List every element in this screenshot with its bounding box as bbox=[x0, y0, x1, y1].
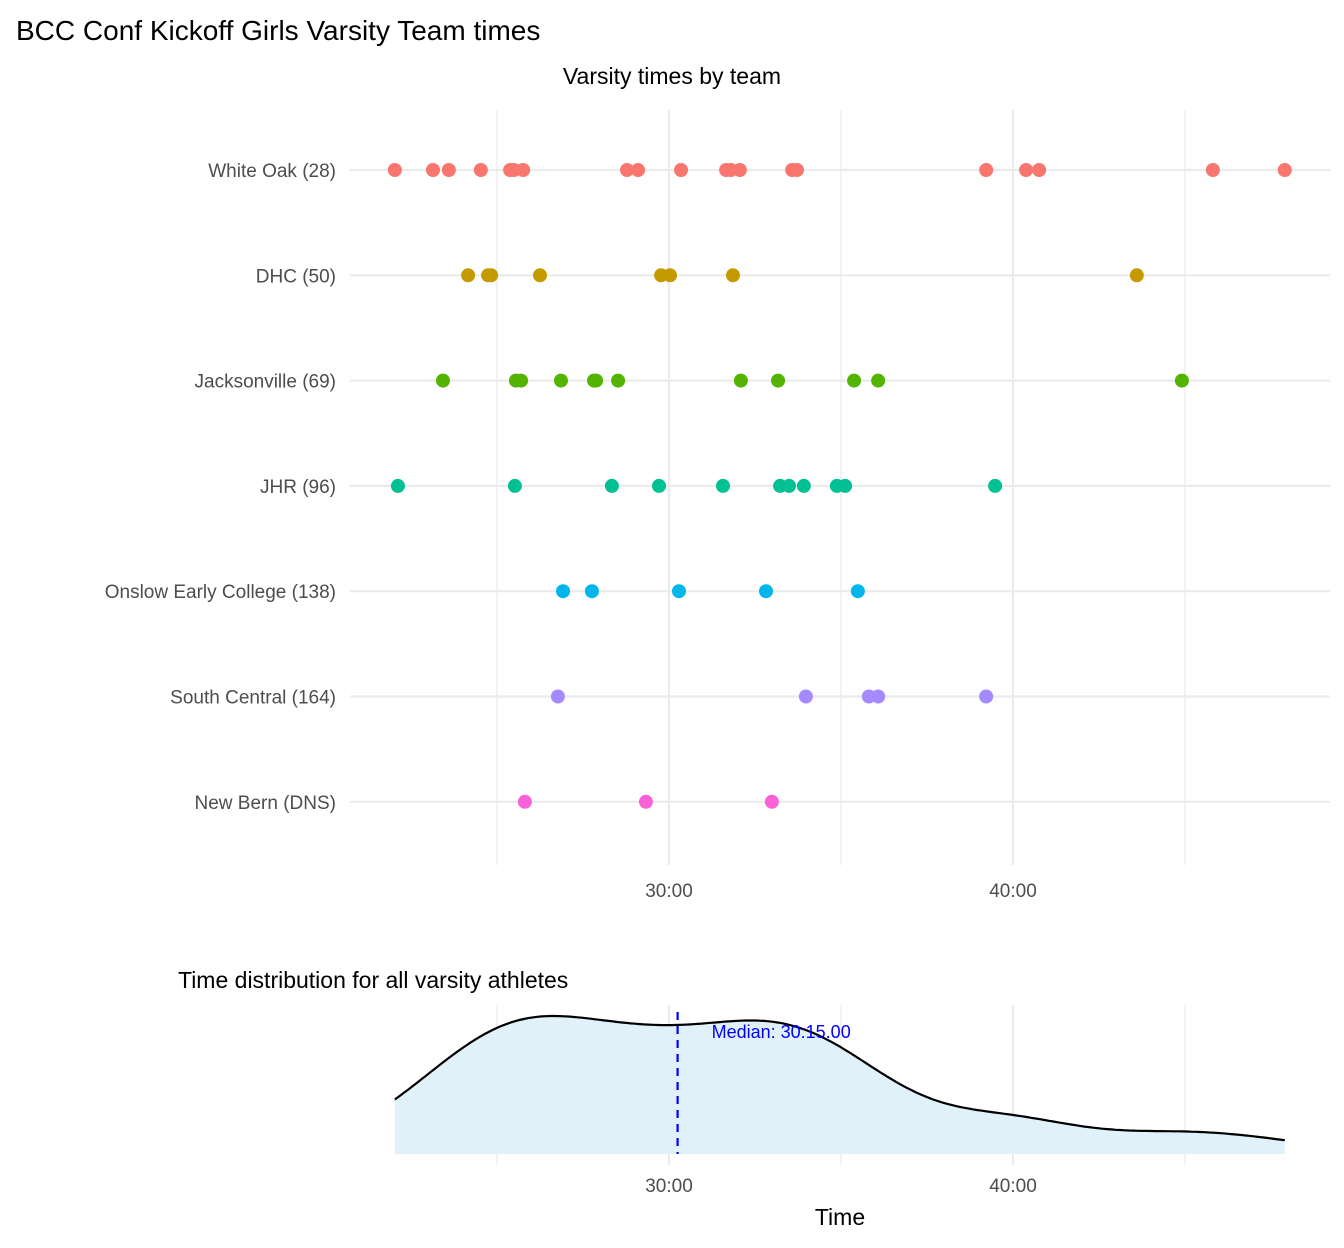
y-tick-label: South Central (164) bbox=[170, 688, 336, 709]
density-curve bbox=[394, 1014, 1285, 1142]
y-tick-label: New Bern (DNS) bbox=[195, 793, 336, 814]
data-point bbox=[789, 163, 804, 177]
bottom-chart-title: Time distribution for all varsity athlet… bbox=[178, 967, 568, 993]
data-point bbox=[759, 584, 774, 599]
data-point bbox=[516, 163, 531, 177]
data-point bbox=[716, 478, 731, 493]
data-point bbox=[611, 373, 626, 388]
y-tick-label: Jacksonville (69) bbox=[195, 372, 337, 393]
data-point bbox=[782, 478, 797, 493]
data-point bbox=[671, 584, 686, 599]
data-point bbox=[674, 163, 689, 177]
data-point bbox=[484, 268, 499, 283]
data-point bbox=[847, 373, 862, 388]
data-point bbox=[517, 794, 532, 809]
x-tick-label: 30:00 bbox=[645, 1176, 693, 1197]
data-point bbox=[514, 373, 529, 388]
data-point bbox=[771, 373, 786, 388]
data-point bbox=[663, 268, 678, 283]
data-point bbox=[796, 478, 811, 493]
data-point bbox=[1174, 373, 1189, 388]
x-tick-label: 30:00 bbox=[645, 881, 693, 902]
data-point bbox=[473, 163, 488, 177]
data-point bbox=[979, 163, 994, 177]
data-point bbox=[1205, 163, 1220, 177]
data-point bbox=[589, 373, 604, 388]
data-point bbox=[871, 689, 886, 704]
data-point bbox=[798, 689, 813, 704]
data-point bbox=[850, 584, 865, 599]
x-tick-label: 40:00 bbox=[989, 881, 1037, 902]
y-tick-label: JHR (96) bbox=[260, 477, 336, 498]
data-point bbox=[1019, 163, 1034, 177]
data-point bbox=[441, 163, 456, 177]
data-point bbox=[732, 163, 747, 177]
data-point bbox=[988, 478, 1003, 493]
y-tick-label: White Oak (28) bbox=[208, 161, 336, 182]
top-chart-title: Varsity times by team bbox=[563, 63, 781, 89]
y-tick-label: Onslow Early College (138) bbox=[105, 582, 336, 603]
data-point bbox=[620, 163, 635, 177]
data-point bbox=[553, 373, 568, 388]
data-point bbox=[979, 689, 994, 704]
data-point bbox=[387, 163, 402, 177]
data-point bbox=[461, 268, 476, 283]
y-tick-label: DHC (50) bbox=[256, 266, 336, 287]
data-point bbox=[604, 478, 619, 493]
data-point bbox=[638, 794, 653, 809]
x-axis-label: Time bbox=[815, 1204, 865, 1230]
data-point bbox=[533, 268, 547, 283]
data-point bbox=[838, 478, 853, 493]
density-area bbox=[394, 1016, 1285, 1154]
data-point bbox=[631, 163, 646, 177]
x-tick-label: 40:00 bbox=[989, 1176, 1037, 1197]
data-point bbox=[550, 689, 565, 704]
data-point bbox=[435, 373, 450, 388]
data-point bbox=[764, 794, 779, 809]
data-point bbox=[556, 584, 571, 599]
data-point bbox=[390, 478, 405, 493]
data-point bbox=[652, 478, 667, 493]
data-point bbox=[1032, 163, 1047, 177]
data-point bbox=[1277, 163, 1292, 177]
data-point bbox=[426, 163, 441, 177]
data-point bbox=[507, 478, 522, 493]
data-point bbox=[733, 373, 748, 388]
data-point bbox=[725, 268, 740, 283]
data-point bbox=[871, 373, 886, 388]
median-label: Median: 30:15.00 bbox=[712, 1022, 851, 1042]
data-point bbox=[584, 584, 599, 599]
data-point bbox=[1129, 268, 1144, 283]
page-title: BCC Conf Kickoff Girls Varsity Team time… bbox=[16, 15, 540, 46]
